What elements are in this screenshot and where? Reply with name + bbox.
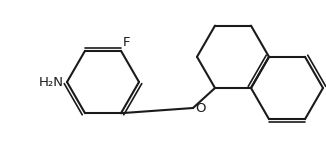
Text: H₂N: H₂N	[39, 76, 64, 88]
Text: F: F	[123, 36, 130, 49]
Text: O: O	[195, 103, 205, 116]
